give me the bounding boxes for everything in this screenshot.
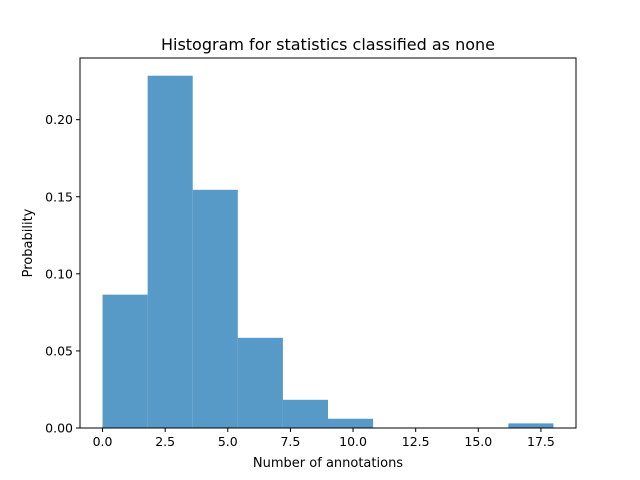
x-axis-ticks: 0.0 2.5 5.0 7.5 10.0 12.5 15.0 17.5 (93, 428, 555, 449)
y-tick-label-3: 0.15 (45, 189, 73, 204)
x-tick-label-7: 17.5 (527, 434, 555, 449)
y-tick-label-1: 0.05 (45, 343, 73, 358)
y-tick-label-2: 0.10 (45, 266, 73, 281)
histogram-bar-3 (237, 337, 283, 428)
y-tick-label-0: 0.00 (45, 421, 73, 436)
chart-title: Histogram for statistics classified as n… (161, 35, 495, 54)
histogram-bar-0 (102, 294, 148, 428)
x-tick-label-4: 10.0 (339, 434, 367, 449)
x-tick-label-2: 5.0 (218, 434, 238, 449)
histogram-bar-5 (328, 418, 374, 428)
y-tick-label-4: 0.20 (45, 112, 73, 127)
x-tick-label-5: 12.5 (402, 434, 430, 449)
x-tick-label-6: 15.0 (464, 434, 492, 449)
histogram-bar-9 (508, 423, 554, 429)
histogram-bar-1 (147, 75, 193, 428)
bars-group (102, 75, 554, 429)
x-tick-label-1: 2.5 (155, 434, 175, 449)
x-tick-label-0: 0.0 (93, 434, 113, 449)
y-axis-label: Probability (21, 208, 36, 277)
x-tick-label-3: 7.5 (280, 434, 300, 449)
x-axis-label: Number of annotations (253, 456, 403, 471)
y-axis-ticks: 0.00 0.05 0.10 0.15 0.20 (45, 112, 80, 436)
plot-frame (79, 57, 577, 429)
histogram-bar-4 (282, 399, 328, 428)
histogram-bar-2 (192, 189, 238, 428)
